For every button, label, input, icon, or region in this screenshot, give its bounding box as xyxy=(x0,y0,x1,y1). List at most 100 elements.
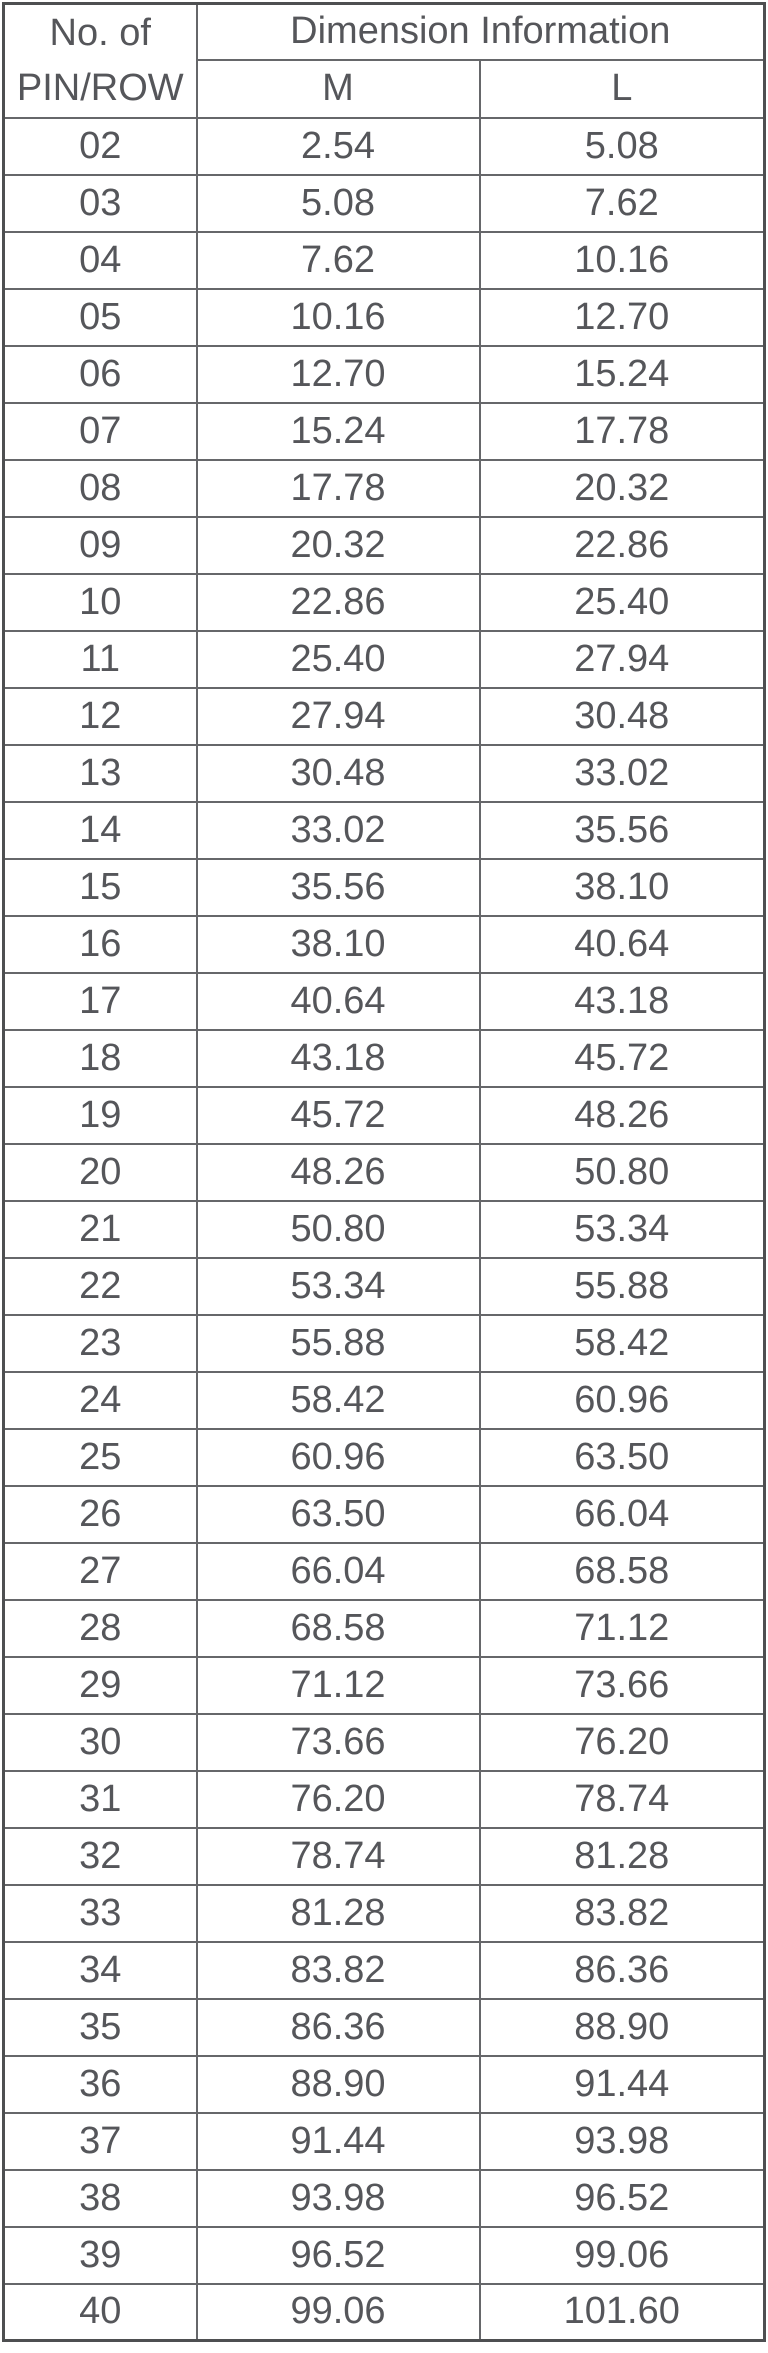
table-body: 02 2.54 5.08 03 5.08 7.62 04 7.62 10.16 05 10.16 12… xyxy=(2,116,766,2342)
cell-pin-count: 21 xyxy=(2,1199,198,1259)
cell-pin-count: 16 xyxy=(2,914,198,974)
cell-dimension-m: 58.42 xyxy=(195,1370,481,1430)
cell-dimension-l: 38.10 xyxy=(478,857,766,917)
header-row-group: No. of PIN/ROW Dimension Information xyxy=(2,2,766,119)
cell-dimension-l: 66.04 xyxy=(478,1484,766,1544)
cell-dimension-m: 45.72 xyxy=(195,1085,481,1145)
pin-row-header-line1: No. of xyxy=(49,11,151,54)
table-row: 10 22.86 25.40 xyxy=(2,572,766,632)
cell-dimension-l: 83.82 xyxy=(478,1883,766,1943)
cell-dimension-m: 83.82 xyxy=(195,1940,481,2000)
cell-dimension-m: 86.36 xyxy=(195,1997,481,2057)
cell-dimension-l: 76.20 xyxy=(478,1712,766,1772)
cell-dimension-m: 43.18 xyxy=(195,1028,481,1088)
table-row: 20 48.26 50.80 xyxy=(2,1142,766,1202)
cell-dimension-l: 86.36 xyxy=(478,1940,766,2000)
cell-dimension-m: 7.62 xyxy=(195,230,481,290)
cell-pin-count: 39 xyxy=(2,2225,198,2285)
cell-dimension-l: 71.12 xyxy=(478,1598,766,1658)
cell-dimension-l: 93.98 xyxy=(478,2111,766,2171)
cell-pin-count: 28 xyxy=(2,1598,198,1658)
cell-dimension-m: 33.02 xyxy=(195,800,481,860)
table-row: 32 78.74 81.28 xyxy=(2,1826,766,1886)
cell-dimension-l: 96.52 xyxy=(478,2168,766,2228)
cell-pin-count: 20 xyxy=(2,1142,198,1202)
cell-dimension-m: 91.44 xyxy=(195,2111,481,2171)
cell-dimension-m: 5.08 xyxy=(195,173,481,233)
table-row: 16 38.10 40.64 xyxy=(2,914,766,974)
table-row: 15 35.56 38.10 xyxy=(2,857,766,917)
cell-dimension-m: 2.54 xyxy=(195,116,481,176)
cell-pin-count: 05 xyxy=(2,287,198,347)
cell-pin-count: 35 xyxy=(2,1997,198,2057)
cell-pin-count: 11 xyxy=(2,629,198,689)
cell-dimension-l: 91.44 xyxy=(478,2054,766,2114)
cell-dimension-m: 22.86 xyxy=(195,572,481,632)
table-row: 30 73.66 76.20 xyxy=(2,1712,766,1772)
table-row: 35 86.36 88.90 xyxy=(2,1997,766,2057)
table-row: 18 43.18 45.72 xyxy=(2,1028,766,1088)
cell-dimension-l: 53.34 xyxy=(478,1199,766,1259)
table-row: 33 81.28 83.82 xyxy=(2,1883,766,1943)
cell-dimension-l: 55.88 xyxy=(478,1256,766,1316)
cell-dimension-m: 35.56 xyxy=(195,857,481,917)
cell-dimension-l: 40.64 xyxy=(478,914,766,974)
cell-dimension-m: 63.50 xyxy=(195,1484,481,1544)
table-row: 23 55.88 58.42 xyxy=(2,1313,766,1373)
cell-dimension-l: 50.80 xyxy=(478,1142,766,1202)
table-row: 37 91.44 93.98 xyxy=(2,2111,766,2171)
table-row: 12 27.94 30.48 xyxy=(2,686,766,746)
cell-dimension-l: 10.16 xyxy=(478,230,766,290)
cell-dimension-l: 60.96 xyxy=(478,1370,766,1430)
cell-dimension-m: 71.12 xyxy=(195,1655,481,1715)
cell-dimension-m: 40.64 xyxy=(195,971,481,1031)
cell-dimension-l: 63.50 xyxy=(478,1427,766,1487)
cell-pin-count: 37 xyxy=(2,2111,198,2171)
cell-dimension-l: 35.56 xyxy=(478,800,766,860)
table-row: 31 76.20 78.74 xyxy=(2,1769,766,1829)
cell-pin-count: 15 xyxy=(2,857,198,917)
cell-pin-count: 25 xyxy=(2,1427,198,1487)
cell-dimension-l: 73.66 xyxy=(478,1655,766,1715)
cell-dimension-l: 48.26 xyxy=(478,1085,766,1145)
table-row: 24 58.42 60.96 xyxy=(2,1370,766,1430)
dimension-information-header: Dimension Information xyxy=(195,2,766,61)
cell-pin-count: 27 xyxy=(2,1541,198,1601)
cell-dimension-l: 88.90 xyxy=(478,1997,766,2057)
table-row: 17 40.64 43.18 xyxy=(2,971,766,1031)
column-header-l: L xyxy=(478,58,766,119)
cell-dimension-l: 17.78 xyxy=(478,401,766,461)
table-row: 21 50.80 53.34 xyxy=(2,1199,766,1259)
cell-dimension-l: 27.94 xyxy=(478,629,766,689)
cell-dimension-l: 33.02 xyxy=(478,743,766,803)
cell-dimension-m: 38.10 xyxy=(195,914,481,974)
cell-dimension-l: 45.72 xyxy=(478,1028,766,1088)
table-row: 13 30.48 33.02 xyxy=(2,743,766,803)
table-row: 39 96.52 99.06 xyxy=(2,2225,766,2285)
column-header-m: M xyxy=(195,58,481,119)
cell-pin-count: 06 xyxy=(2,344,198,404)
cell-pin-count: 23 xyxy=(2,1313,198,1373)
cell-dimension-m: 12.70 xyxy=(195,344,481,404)
table-row: 27 66.04 68.58 xyxy=(2,1541,766,1601)
header-row-columns: M L xyxy=(4,58,766,119)
cell-dimension-l: 81.28 xyxy=(478,1826,766,1886)
cell-dimension-l: 15.24 xyxy=(478,344,766,404)
table-row: 06 12.70 15.24 xyxy=(2,344,766,404)
cell-dimension-m: 66.04 xyxy=(195,1541,481,1601)
cell-pin-count: 36 xyxy=(2,2054,198,2114)
table-row: 34 83.82 86.36 xyxy=(2,1940,766,2000)
table-row: 22 53.34 55.88 xyxy=(2,1256,766,1316)
cell-dimension-m: 17.78 xyxy=(195,458,481,518)
cell-pin-count: 08 xyxy=(2,458,198,518)
cell-pin-count: 34 xyxy=(2,1940,198,2000)
cell-dimension-l: 30.48 xyxy=(478,686,766,746)
cell-pin-count: 18 xyxy=(2,1028,198,1088)
cell-pin-count: 32 xyxy=(2,1826,198,1886)
cell-dimension-m: 81.28 xyxy=(195,1883,481,1943)
cell-dimension-l: 7.62 xyxy=(478,173,766,233)
table-row: 05 10.16 12.70 xyxy=(2,287,766,347)
table-row: 40 99.06 101.60 xyxy=(2,2282,766,2342)
cell-pin-count: 38 xyxy=(2,2168,198,2228)
cell-dimension-l: 58.42 xyxy=(478,1313,766,1373)
